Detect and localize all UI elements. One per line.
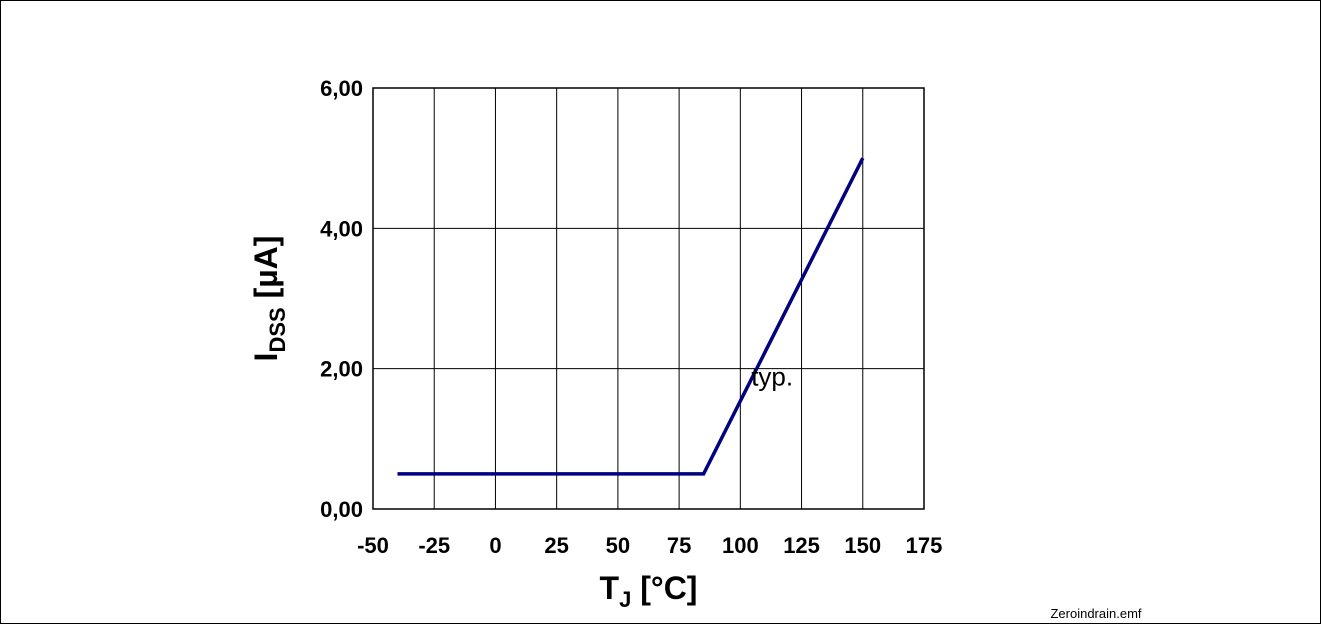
y-tick-label: 6,00: [320, 76, 363, 101]
x-tick-label: 75: [667, 533, 691, 558]
x-tick-label: -50: [357, 533, 389, 558]
x-tick-label: 125: [783, 533, 820, 558]
x-tick-label: 175: [906, 533, 943, 558]
y-axis-title-subscript: DSS: [265, 307, 290, 352]
x-axis-title-main: T: [600, 570, 620, 606]
x-tick-label: 50: [606, 533, 630, 558]
x-axis-title-unit: [°C]: [631, 570, 697, 606]
y-axis-title-unit: [µA]: [248, 236, 284, 308]
annotation-typ: typ.: [751, 362, 793, 392]
y-axis-title: IDSS [µA]: [248, 236, 290, 362]
grid-lines: [373, 88, 924, 509]
series-layer: [397, 157, 865, 476]
x-tick-label: 150: [844, 533, 881, 558]
x-tick-label: 0: [489, 533, 501, 558]
y-tick-label: 2,00: [320, 357, 363, 382]
x-axis-title: TJ [°C]: [600, 570, 698, 612]
x-tick-label: -25: [418, 533, 450, 558]
y-tick-labels: 0,00 2,00 4,00 6,00: [320, 76, 363, 522]
y-tick-label: 4,00: [320, 216, 363, 241]
y-axis-title-main: I: [248, 353, 284, 362]
x-tick-label: 25: [544, 533, 568, 558]
source-filename: Zeroindrain.emf: [1050, 606, 1141, 621]
plot-area-border: [372, 87, 925, 510]
series-line: [397, 157, 865, 476]
x-tick-labels: -50 -25 0 25 50 75 100 125 150 175: [357, 533, 942, 558]
x-tick-label: 100: [722, 533, 759, 558]
x-axis-title-subscript: J: [619, 587, 631, 612]
y-tick-label: 0,00: [320, 497, 363, 522]
